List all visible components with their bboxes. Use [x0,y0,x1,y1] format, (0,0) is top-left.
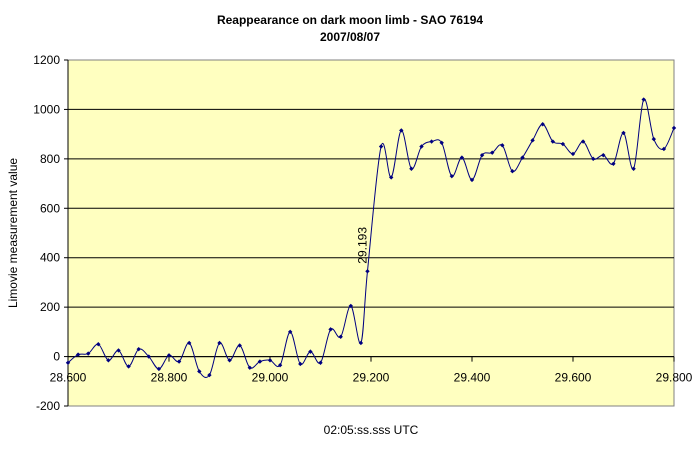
y-tick-label: 0 [53,350,60,364]
data-point [419,144,424,149]
x-axis-label: 02:05:ss.sss UTC [324,423,419,437]
data-point [399,128,404,133]
x-tick-label: 29.400 [454,371,491,385]
data-point [409,166,414,171]
data-point [298,361,303,367]
data-point [96,342,101,347]
y-tick-label: 800 [40,152,60,166]
data-point [176,359,182,364]
data-point [378,144,384,149]
data-point [277,363,283,368]
data-point [540,122,545,127]
annotation-label: 29.193 [355,227,369,264]
y-tick-label: 1000 [33,102,60,116]
data-point [116,348,121,353]
chart-title: Reappearance on dark moon limb - SAO 761… [216,13,484,27]
data-point [601,152,606,158]
data-point [358,340,364,346]
y-tick-label: 400 [40,251,60,265]
data-point [247,365,252,370]
data-point [449,173,454,179]
data-point [560,141,566,147]
data-point [651,136,656,142]
data-point [500,143,505,148]
x-tick-label: 28.600 [50,371,87,385]
x-tick-label: 29.800 [656,371,693,385]
data-point [459,155,465,160]
data-point [257,359,263,364]
data-point [126,364,131,369]
data-point [520,155,525,160]
data-point [631,166,636,171]
data-point [207,372,212,378]
data-point [671,125,677,131]
data-point [136,346,141,352]
data-point [106,358,111,363]
data-point [65,360,71,365]
chart-subtitle: 2007/08/07 [319,30,381,44]
data-point [75,352,81,357]
data-point [479,152,485,158]
data-point [591,156,596,162]
data-point [348,303,353,309]
y-tick-label: -200 [36,399,60,413]
data-point [550,139,555,144]
data-point [389,175,394,180]
data-point [661,146,667,152]
data-point [621,130,626,136]
data-point [308,349,313,354]
data-point [318,360,323,365]
data-point [641,97,646,102]
data-point [611,161,616,166]
data-point [429,139,434,144]
x-tick-label: 29.000 [252,371,289,385]
data-point [146,354,151,359]
y-axis-label: Limovie measurement value [6,158,20,308]
data-point [365,269,370,274]
x-tick-label: 29.600 [555,371,592,385]
x-tick-label: 29.200 [353,371,390,385]
data-point [570,151,576,157]
data-point [187,340,192,346]
data-point [510,169,515,174]
data-point [328,327,333,332]
data-point [267,358,273,363]
y-tick-label: 200 [40,300,60,314]
data-point [166,353,172,358]
x-tick-label: 28.800 [151,371,188,385]
data-point [217,340,222,346]
data-point [156,366,162,372]
data-point [288,329,293,335]
data-point [580,139,586,144]
data-point [86,351,91,356]
data-point [530,138,535,143]
data-point [469,177,475,183]
data-point [490,150,495,155]
data-point [237,343,242,348]
data-point [338,334,343,339]
y-tick-label: 600 [40,201,60,215]
data-point [439,140,444,145]
data-point [197,369,202,374]
y-tick-label: 1200 [33,53,60,67]
data-point [227,358,232,363]
